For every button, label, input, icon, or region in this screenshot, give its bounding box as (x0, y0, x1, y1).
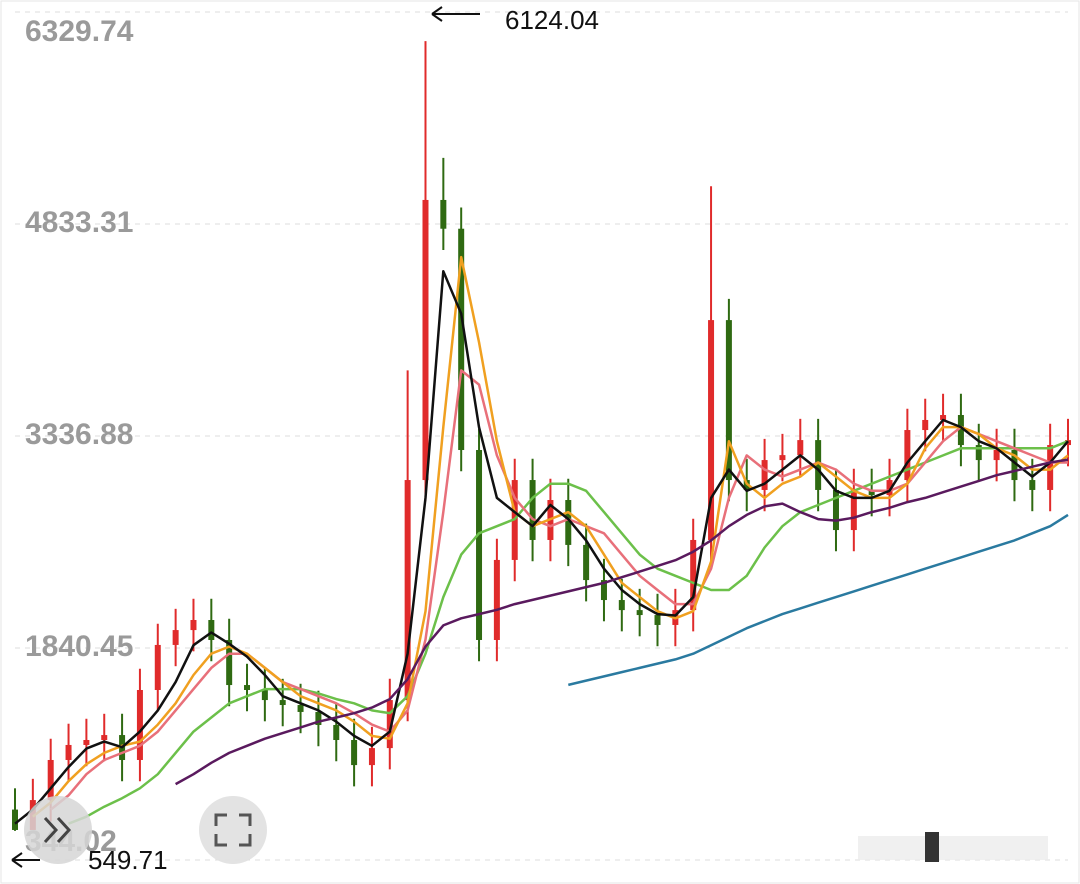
candle-body (904, 430, 911, 481)
candle-body (190, 620, 197, 631)
ma-line (568, 513, 1069, 687)
candle-body (12, 809, 18, 830)
candle-body (101, 735, 108, 741)
candle-body (261, 689, 268, 701)
candle-body (476, 450, 483, 640)
y-tick-label: 3336.88 (25, 418, 133, 451)
candle-body (761, 460, 768, 490)
candle-body (208, 620, 215, 640)
candle-body (868, 489, 875, 496)
min-label: 549.71 (88, 845, 168, 875)
button-bg[interactable] (199, 796, 267, 864)
max-label: 6124.04 (505, 5, 599, 35)
candle-body (244, 685, 251, 690)
candle-body (297, 705, 304, 712)
candle-body (886, 480, 893, 496)
y-tick-label: 1840.45 (25, 630, 133, 663)
icon (43, 816, 72, 844)
candle-body (333, 724, 340, 741)
y-tick-label: 4833.31 (25, 206, 133, 239)
candle-body (386, 700, 393, 749)
candle-body (1011, 450, 1018, 481)
candle-body (422, 199, 429, 481)
candle-body (975, 445, 982, 461)
y-tick-label: 6329.74 (25, 15, 134, 48)
watermark-mark (925, 832, 939, 862)
candle-body (583, 544, 590, 581)
candle-body (458, 228, 465, 451)
watermark-bg (858, 836, 1048, 860)
candle-body (636, 610, 643, 616)
icon (214, 813, 252, 847)
candle-body (136, 689, 143, 760)
candle-body (351, 740, 358, 766)
candle-body (797, 440, 804, 456)
collapse-button[interactable] (24, 796, 92, 864)
candle-body (600, 580, 607, 601)
candle-body (565, 500, 572, 545)
candle-body (172, 630, 179, 645)
plot (12, 41, 1071, 831)
candle-body (529, 480, 536, 540)
candle-body (618, 600, 625, 611)
candle-body (779, 455, 786, 461)
candle-body (940, 415, 947, 420)
ma-line (32, 255, 1069, 818)
arrow (11, 852, 40, 868)
candle-body (922, 419, 929, 431)
candle-body (226, 639, 233, 686)
candle-body (47, 759, 54, 801)
candle-body (1047, 445, 1054, 490)
candle-body (83, 740, 90, 745)
watermark (858, 832, 1048, 862)
candle-body (815, 440, 822, 490)
candle-body (154, 644, 161, 690)
candle-body (957, 415, 964, 446)
candle-body (279, 700, 286, 706)
max-annotation: 6124.04 (431, 5, 599, 35)
candle-body (1029, 480, 1036, 490)
candle-body (440, 199, 447, 229)
candle-body (493, 559, 500, 640)
ma-line (14, 269, 1069, 825)
candle-body (708, 320, 715, 540)
fullscreen-button[interactable] (199, 796, 267, 864)
candle-body (850, 489, 857, 531)
candle-body (404, 480, 411, 701)
ma-line (49, 369, 1068, 811)
candle-body (65, 744, 72, 760)
candle-body (832, 489, 839, 531)
candle-body (690, 539, 697, 611)
candle-body (654, 615, 661, 625)
candle-body (725, 320, 732, 481)
ma-line (174, 458, 1069, 786)
candle-body (993, 450, 1000, 461)
candle-body (315, 711, 322, 725)
arrow (431, 6, 480, 22)
candle-body (368, 748, 375, 766)
min-annotation: 549.71 (11, 845, 168, 875)
